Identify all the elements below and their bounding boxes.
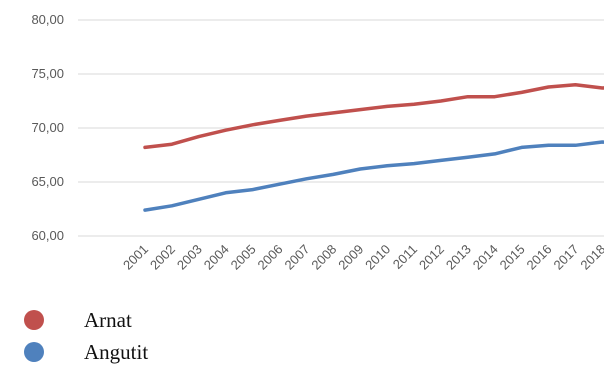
x-tick-label: 2007: [281, 242, 312, 273]
x-tick-label: 2013: [443, 242, 474, 273]
legend-swatch-arnat: [24, 310, 44, 330]
x-tick-label: 2008: [308, 242, 339, 273]
x-tick-label: 2002: [147, 242, 178, 273]
x-tick-label: 2017: [550, 242, 581, 273]
x-tick-label: 2015: [497, 242, 528, 273]
legend-swatch-angutit: [24, 342, 44, 362]
legend-item-arnat: Arnat: [24, 304, 148, 336]
y-tick-label: 60,00: [31, 228, 64, 243]
series-line-arnat: [143, 83, 604, 150]
x-tick-label: 2014: [470, 242, 501, 273]
y-tick-label: 65,00: [31, 174, 64, 189]
x-tick-label: 2006: [255, 242, 286, 273]
y-tick-label: 70,00: [31, 120, 64, 135]
x-tick-label: 2010: [362, 242, 393, 273]
y-tick-label: 80,00: [31, 12, 64, 27]
x-tick-label: 2011: [390, 242, 420, 272]
x-tick-label: 2016: [524, 242, 555, 273]
x-tick-label: 2005: [228, 242, 259, 273]
x-tick-label: 2018: [577, 242, 604, 273]
series-line-angutit: [143, 140, 604, 212]
y-tick-label: 75,00: [31, 66, 64, 81]
x-tick-label: 2009: [335, 242, 366, 273]
x-tick-label: 2012: [416, 242, 447, 273]
x-tick-label: 2003: [174, 242, 205, 273]
legend-label-arnat: Arnat: [84, 307, 132, 332]
y-axis-tick-labels: 60,00 65,00 70,00 75,00 80,00: [31, 12, 64, 243]
legend-item-angutit: Angutit: [24, 336, 148, 368]
series-lines: [143, 83, 604, 212]
x-tick-label: 2001: [120, 242, 151, 273]
gridlines: [78, 19, 604, 237]
x-axis-tick-labels: 2001200220032004200520062007200820092010…: [120, 242, 604, 273]
legend-label-angutit: Angutit: [84, 339, 149, 364]
legend: Arnat Angutit: [24, 304, 148, 368]
x-tick-label: 2004: [201, 242, 232, 273]
